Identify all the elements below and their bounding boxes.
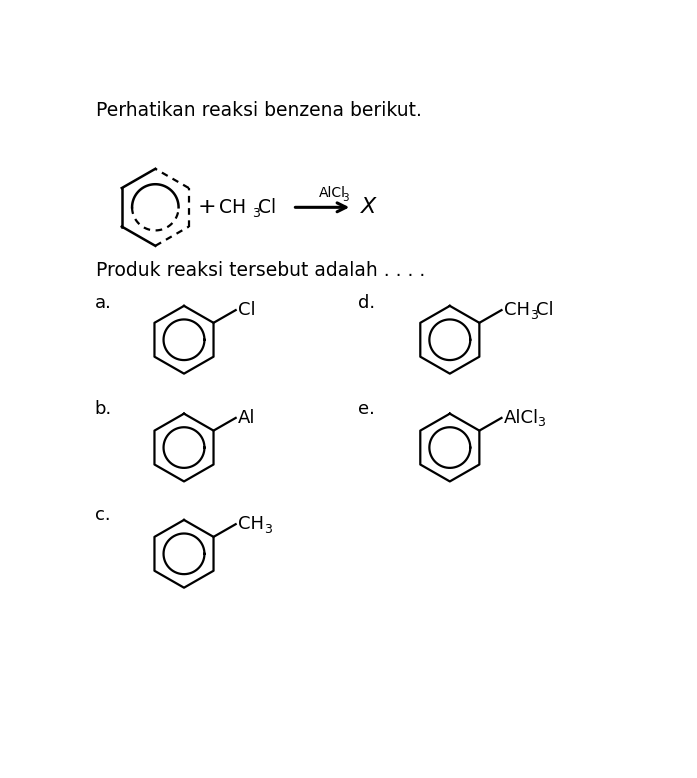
Text: 3: 3 [342, 193, 348, 203]
Text: CH: CH [238, 515, 264, 533]
Text: 3: 3 [530, 309, 537, 321]
Text: 3: 3 [537, 416, 545, 429]
Text: AlCl: AlCl [504, 409, 539, 427]
Text: Cl: Cl [238, 301, 256, 319]
Text: a.: a. [95, 293, 112, 311]
Text: CH: CH [219, 198, 246, 217]
Text: Cl: Cl [535, 301, 553, 319]
Text: 3: 3 [252, 207, 260, 219]
Text: Al: Al [238, 409, 256, 427]
Text: Produk reaksi tersebut adalah . . . .: Produk reaksi tersebut adalah . . . . [96, 261, 426, 280]
Text: b.: b. [95, 400, 112, 418]
Text: CH: CH [504, 301, 530, 319]
Text: e.: e. [358, 400, 375, 418]
Text: Perhatikan reaksi benzena berikut.: Perhatikan reaksi benzena berikut. [96, 101, 422, 120]
Text: c.: c. [95, 506, 111, 524]
Text: +: + [198, 198, 217, 217]
Text: $\mathit{X}$: $\mathit{X}$ [360, 198, 378, 217]
Text: 3: 3 [264, 523, 272, 536]
Text: AlCl: AlCl [319, 186, 346, 200]
Text: d.: d. [358, 293, 376, 311]
Text: Cl: Cl [259, 198, 277, 217]
